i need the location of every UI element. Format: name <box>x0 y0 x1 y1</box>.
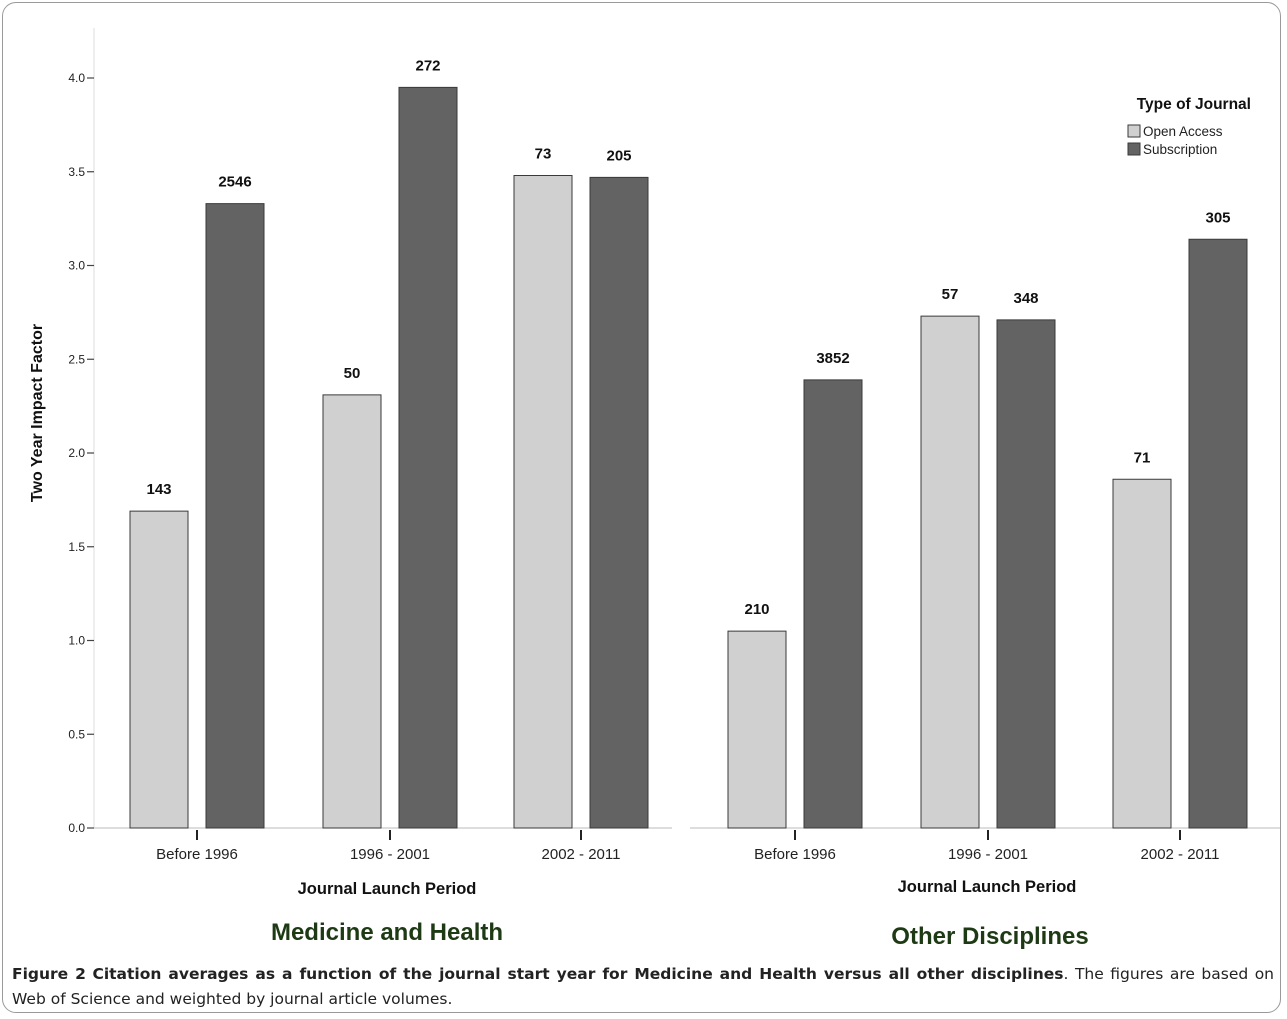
bar-open-access <box>513 175 573 829</box>
y-tick-label: 2.5 <box>68 352 85 366</box>
legend-label: Open Access <box>1143 124 1223 139</box>
y-tick-label: 3.5 <box>68 165 85 179</box>
bar-subscription <box>205 203 265 829</box>
figure-charts: 0.0 0.5 1.0 1.5 2.0 2.5 3.0 3.5 4.0 Two Year Impa… <box>29 28 1280 950</box>
legend-label: Subscription <box>1143 142 1217 157</box>
bar-subscription <box>589 176 649 829</box>
y-tick-label: 0.5 <box>68 727 85 741</box>
x-tick-label: 1996 - 2001 <box>350 846 430 863</box>
legend-title: Type of Journal <box>1137 96 1251 113</box>
bar-open-access <box>322 394 382 829</box>
chart-panel-1: 0.0 0.5 1.0 1.5 2.0 2.5 3.0 3.5 4.0 Two Year Impa… <box>29 28 672 946</box>
caption-text: . The figures are based on Web of Scienc… <box>12 965 1275 1008</box>
y-tick-label: 3.0 <box>68 259 85 273</box>
x-tick-label: 2002 - 2011 <box>1141 846 1220 863</box>
caption-title: Citation averages as a function of the j… <box>92 965 1064 983</box>
panel-title: Medicine and Health <box>271 919 503 946</box>
bar-open-access <box>1112 478 1172 829</box>
figure-caption: Figure 2 Citation averages as a function… <box>12 962 1274 1012</box>
data-label: 272 <box>415 57 440 74</box>
data-label: 2546 <box>218 174 251 191</box>
data-label: 348 <box>1013 290 1038 307</box>
bar-open-access <box>920 315 980 829</box>
data-label: 73 <box>535 146 552 163</box>
x-tick-label: 2002 - 2011 <box>542 846 621 863</box>
bar-open-access <box>129 510 189 829</box>
legend-swatch <box>1127 124 1141 138</box>
x-tick-label: 1996 - 2001 <box>948 846 1028 863</box>
data-label: 210 <box>744 601 769 618</box>
data-label: 50 <box>344 365 361 382</box>
panel-title: Other Disciplines <box>891 923 1088 950</box>
data-label: 305 <box>1205 209 1230 226</box>
y-tick-label: 2.0 <box>68 446 85 460</box>
chart-panel-2: 210 3852 Before 1996 57 348 1996 - 2001 71 305 2… <box>690 209 1280 950</box>
bar-open-access <box>727 630 787 829</box>
x-axis-title: Journal Launch Period <box>298 880 477 898</box>
data-label: 143 <box>146 481 171 498</box>
bar-subscription <box>398 86 458 829</box>
x-tick-label: Before 1996 <box>754 846 836 863</box>
y-tick-label: 0.0 <box>68 821 85 835</box>
legend: Type of Journal Open Access Subscription <box>1127 96 1251 157</box>
y-tick-label: 1.0 <box>68 634 85 648</box>
data-label: 71 <box>1134 449 1151 466</box>
bar-subscription <box>996 319 1056 829</box>
y-tick-label: 4.0 <box>68 71 85 85</box>
y-tick-label: 1.5 <box>68 540 85 554</box>
x-tick-label: Before 1996 <box>156 846 238 863</box>
data-label: 57 <box>942 286 959 303</box>
bar-subscription <box>803 379 863 829</box>
y-axis-title: Two Year Impact Factor <box>29 324 46 502</box>
caption-label: Figure 2 <box>12 965 86 983</box>
data-label: 205 <box>606 147 631 164</box>
x-axis-title: Journal Launch Period <box>898 878 1077 896</box>
data-label: 3852 <box>816 350 849 367</box>
bar-subscription <box>1188 238 1248 829</box>
legend-swatch <box>1127 142 1141 156</box>
